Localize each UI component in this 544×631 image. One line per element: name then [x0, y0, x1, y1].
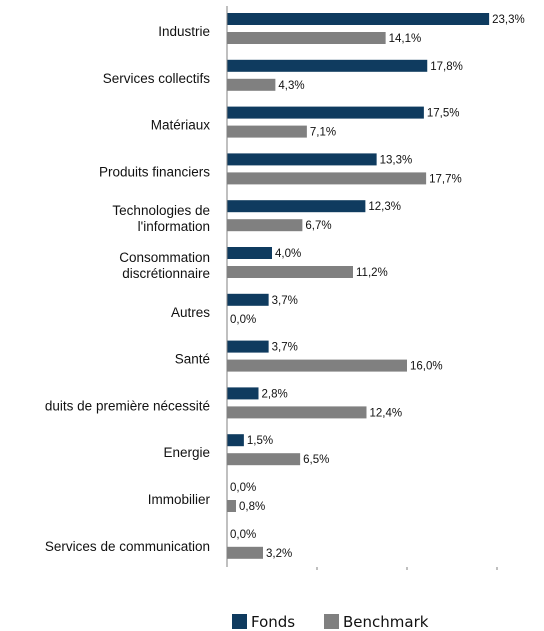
- bar-benchmark-4: [227, 219, 303, 232]
- category-label-7: Santé: [175, 352, 210, 367]
- category-label-0: Industrie: [158, 24, 210, 39]
- value-label-benchmark-4: 6,7%: [305, 220, 331, 232]
- value-label-benchmark-6: 0,0%: [230, 314, 256, 326]
- legend-swatch-fonds: [232, 614, 247, 629]
- bar-benchmark-3: [227, 172, 427, 185]
- value-label-fonds-10: 0,0%: [230, 482, 256, 494]
- category-label-2: Matériaux: [151, 118, 211, 133]
- value-label-benchmark-5: 11,2%: [356, 267, 388, 279]
- legend-label-benchmark: Benchmark: [343, 613, 429, 631]
- bar-fonds-0: [227, 13, 490, 25]
- category-label-10: Immobilier: [148, 492, 211, 507]
- category-label-9: Energie: [163, 445, 210, 460]
- bar-fonds-5: [227, 247, 272, 259]
- category-label-5: Consommation discrétionnaire: [119, 250, 210, 281]
- value-label-benchmark-0: 14,1%: [389, 33, 422, 45]
- bar-benchmark-1: [227, 78, 276, 91]
- bar-benchmark-10: [227, 500, 236, 512]
- category-label-4: Technologies de l'information: [112, 203, 210, 234]
- bar-fonds-4: [227, 200, 366, 213]
- value-label-fonds-6: 3,7%: [272, 295, 298, 307]
- value-label-benchmark-7: 16,0%: [410, 361, 443, 373]
- bar-benchmark-9: [227, 453, 301, 466]
- legend: Fonds Benchmark: [232, 613, 429, 631]
- legend-label-fonds: Fonds: [251, 613, 295, 631]
- value-label-fonds-2: 17,5%: [427, 108, 460, 120]
- bar-benchmark-0: [227, 32, 386, 44]
- category-label-3: Produits financiers: [99, 164, 210, 179]
- value-label-benchmark-2: 7,1%: [310, 127, 336, 139]
- bar-benchmark-11: [227, 546, 263, 559]
- value-label-benchmark-10: 0,8%: [239, 501, 265, 513]
- category-label-8: duits de première nécessité: [45, 398, 210, 413]
- value-label-benchmark-11: 3,2%: [266, 548, 292, 560]
- value-label-benchmark-3: 17,7%: [429, 173, 462, 185]
- bar-fonds-3: [227, 153, 377, 166]
- bar-benchmark-7: [227, 359, 407, 372]
- labels-layer: 23,3% 14,1% Industrie 17,8% 4,3% Services col…: [45, 14, 525, 560]
- category-label-1: Services collectifs: [103, 71, 211, 86]
- legend-swatch-benchmark: [324, 614, 339, 629]
- value-label-benchmark-9: 6,5%: [303, 454, 329, 466]
- bars-layer: [227, 13, 490, 559]
- value-label-fonds-4: 12,3%: [368, 201, 401, 213]
- bar-fonds-9: [227, 434, 244, 447]
- value-label-fonds-9: 1,5%: [247, 435, 273, 447]
- bar-fonds-2: [227, 106, 424, 119]
- bar-fonds-1: [227, 59, 428, 72]
- bar-fonds-7: [227, 340, 269, 353]
- bar-benchmark-5: [227, 266, 353, 278]
- bar-fonds-6: [227, 293, 269, 306]
- bar-benchmark-2: [227, 125, 307, 138]
- value-label-fonds-1: 17,8%: [430, 61, 463, 73]
- bar-benchmark-8: [227, 406, 367, 419]
- bar-fonds-8: [227, 387, 259, 400]
- value-label-fonds-11: 0,0%: [230, 529, 256, 541]
- category-label-6: Autres: [171, 305, 210, 320]
- value-label-benchmark-8: 12,4%: [370, 407, 403, 419]
- value-label-fonds-7: 3,7%: [272, 342, 298, 354]
- value-label-benchmark-1: 4,3%: [278, 80, 304, 92]
- axis-layer: [226, 6, 498, 570]
- category-label-11: Services de communication: [45, 539, 210, 554]
- value-label-fonds-3: 13,3%: [380, 154, 413, 166]
- value-label-fonds-0: 23,3%: [492, 14, 525, 26]
- value-label-fonds-8: 2,8%: [262, 388, 288, 400]
- value-label-fonds-5: 4,0%: [275, 248, 301, 260]
